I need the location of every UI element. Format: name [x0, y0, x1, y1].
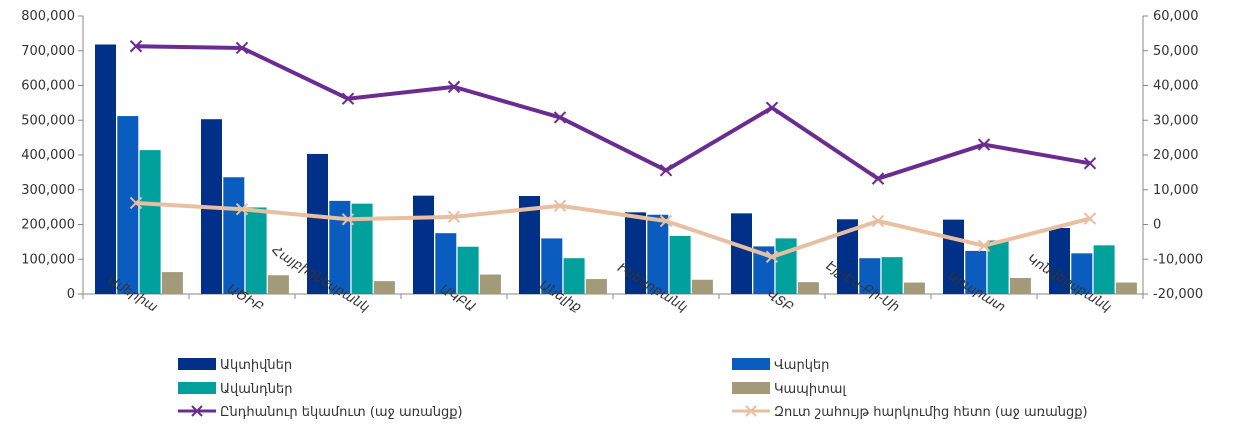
point-marker [447, 210, 461, 224]
point-marker [129, 40, 143, 53]
legend-marker [191, 405, 203, 417]
legend-swatch [732, 382, 770, 394]
bar [647, 214, 669, 294]
legend-swatch [178, 358, 216, 370]
bar [329, 200, 351, 294]
y-right-tick-label: 10,000 [1153, 183, 1199, 198]
point-marker [129, 196, 143, 210]
bar [519, 196, 540, 294]
y-right-tick-label: 60,000 [1153, 9, 1199, 24]
bar [859, 258, 881, 294]
bar [307, 153, 328, 294]
bar [669, 235, 691, 294]
legend-label: Կապիտալ [774, 382, 846, 397]
y-left-tick-label: 500,000 [21, 113, 75, 128]
y-right-tick-label: -10,000 [1153, 252, 1203, 267]
y-left-tick-label: 200,000 [21, 218, 75, 233]
legend: Ակտիվներ Վարկեր Ավանդներ Կապիտալ Ընդհանուր ե… [178, 358, 1088, 420]
bar [731, 213, 752, 294]
y-right-tick-label: -20,000 [1153, 287, 1203, 302]
bar [223, 177, 245, 294]
bar [775, 238, 797, 294]
y-right-tick-label: 50,000 [1153, 44, 1199, 59]
legend-marker [745, 405, 757, 417]
bar [117, 116, 139, 294]
point-marker [871, 214, 885, 228]
point-marker [341, 92, 355, 105]
bar [563, 258, 585, 294]
bar [457, 246, 479, 294]
bar [903, 282, 925, 294]
bar [987, 240, 1009, 294]
point-marker [1083, 157, 1097, 170]
legend-label: Զուտ շահույթ հարկումից հետո (աջ առանցք) [774, 405, 1088, 420]
bar [881, 257, 903, 294]
bar [161, 272, 183, 294]
point-marker [235, 41, 249, 55]
series-line [135, 44, 1091, 181]
legend-label: Վարկեր [774, 358, 829, 373]
series-line [135, 200, 1091, 259]
point-marker [1083, 212, 1097, 225]
bar [625, 212, 646, 294]
y-left-tick-label: 400,000 [21, 148, 75, 163]
bar [1009, 278, 1031, 294]
point-marker [659, 164, 673, 177]
y-left-tick-label: 800,000 [21, 9, 75, 24]
lines-layer [129, 40, 1097, 264]
point-marker [553, 199, 567, 212]
point-marker [765, 250, 779, 264]
bar [373, 281, 395, 294]
legend-swatch [732, 358, 770, 370]
bar [753, 246, 775, 294]
y-left-tick-label: 300,000 [21, 183, 75, 198]
bar [837, 219, 858, 294]
y-right-tick-label: 0 [1153, 218, 1161, 233]
point-marker [765, 101, 779, 114]
legend-label: Ընդհանուր եկամուտ (աջ առանցք) [220, 405, 463, 420]
bar [1093, 245, 1115, 294]
y-right-tick-label: 20,000 [1153, 148, 1199, 163]
bar [413, 195, 434, 294]
point-marker [871, 172, 885, 185]
legend-label: Ակտիվներ [220, 358, 292, 373]
point-marker [447, 80, 461, 94]
bar [351, 203, 373, 294]
y-left-tick-label: 700,000 [21, 44, 75, 59]
bar [139, 150, 161, 294]
bar [479, 274, 501, 294]
point-marker [341, 213, 355, 226]
axes-layer: 0 100,000 200,000 300,000 400,000 500,000 600,… [21, 9, 1203, 302]
point-marker [977, 138, 991, 151]
bar [1049, 227, 1070, 294]
legend-label: Ավանդներ [220, 382, 292, 397]
point-marker [553, 111, 567, 124]
bar [267, 275, 289, 294]
bar [585, 279, 607, 294]
y-left-tick-label: 600,000 [21, 79, 75, 94]
point-marker [977, 239, 991, 252]
bar [245, 207, 267, 294]
bar [95, 44, 116, 295]
point-marker [659, 214, 673, 228]
y-left-tick-label: 100,000 [21, 252, 75, 267]
bars-layer [95, 44, 1137, 295]
bar [435, 233, 457, 294]
bar [1071, 253, 1093, 294]
bar [797, 282, 819, 294]
bar [691, 279, 713, 294]
bar [965, 250, 987, 294]
legend-swatch [178, 382, 216, 394]
bar [1115, 282, 1137, 294]
y-right-tick-label: 30,000 [1153, 113, 1199, 128]
y-left-tick-label: 0 [67, 287, 75, 302]
bar [541, 238, 563, 294]
point-marker [235, 203, 249, 216]
y-right-tick-label: 40,000 [1153, 79, 1199, 94]
